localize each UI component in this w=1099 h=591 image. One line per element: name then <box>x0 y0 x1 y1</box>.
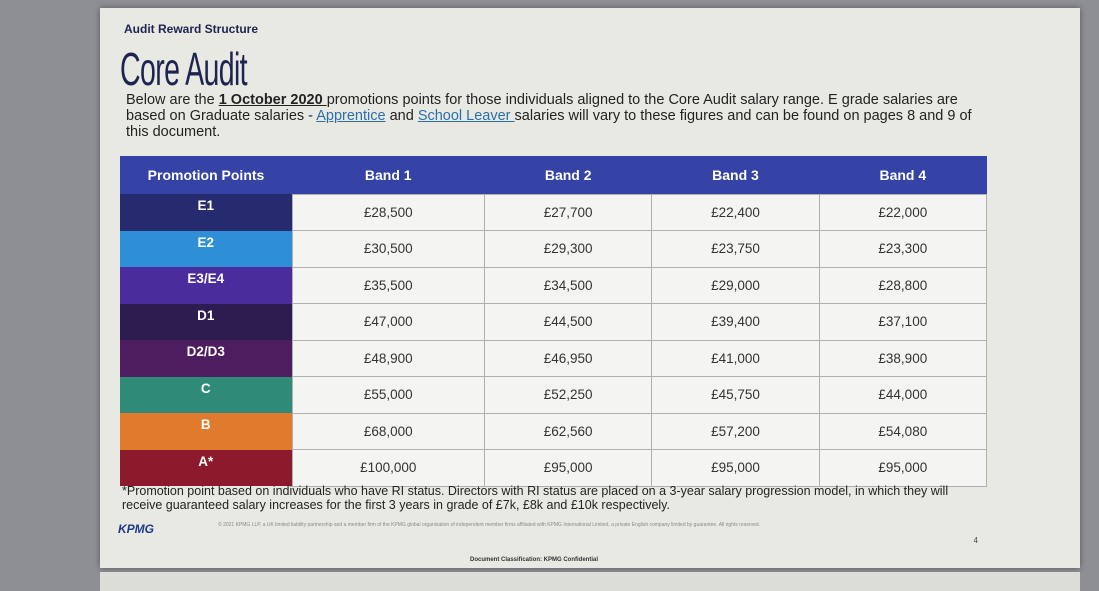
intro-text: promotions points for those individuals … <box>126 92 958 124</box>
salary-cell: £55,000 <box>291 376 486 414</box>
salary-cell: £27,700 <box>484 193 653 231</box>
grade-cell: E1 <box>120 194 292 231</box>
page-number: 4 <box>973 536 978 545</box>
column-header: Band 4 <box>819 156 987 194</box>
intro-date: 1 October 2020 <box>218 92 327 108</box>
intro-text: salaries will vary to these figures and … <box>126 108 972 140</box>
salary-cell: £22,000 <box>818 193 988 231</box>
intro-text: and <box>385 108 418 124</box>
salary-cell: £48,900 <box>291 339 486 377</box>
salary-cell: £95,000 <box>651 449 820 487</box>
grade-cell: E2 <box>120 230 292 267</box>
school-leaver-link[interactable]: School Leaver <box>417 108 515 124</box>
copyright-text: © 2021 KPMG LLP, a UK limited liability … <box>218 522 761 528</box>
salary-cell: £39,400 <box>651 303 820 341</box>
document-classification: Document Classification: KPMG Confidenti… <box>470 557 599 563</box>
salary-cell: £46,950 <box>484 339 653 377</box>
grade-cell: D2/D3 <box>120 340 292 377</box>
salary-cell: £57,200 <box>651 412 820 450</box>
column-header: Band 3 <box>651 156 820 194</box>
table-row: D2/D3 £48,900 £46,950 £41,000 £38,900 <box>120 339 988 377</box>
table-row: E3/E4 £35,500 £34,500 £29,000 £28,800 <box>120 266 988 304</box>
table-row: E1 £28,500 £27,700 £22,400 £22,000 <box>120 193 988 231</box>
column-header: Band 1 <box>292 156 485 194</box>
kpmg-logo: KPMG <box>118 522 154 536</box>
intro-text: Below are the <box>126 92 219 108</box>
document-page: Audit Reward Structure Core Audit Below … <box>100 8 1080 568</box>
table-row: E2 £30,500 £29,300 £23,750 £23,300 <box>120 230 988 268</box>
salary-cell: £52,250 <box>484 376 653 414</box>
salary-table: Promotion Points Band 1 Band 2 Band 3 Band 4… <box>120 156 988 487</box>
grade-cell: C <box>120 376 292 413</box>
salary-cell: £30,500 <box>291 230 486 268</box>
page-title: Core Audit <box>120 43 248 95</box>
salary-cell: £68,000 <box>291 412 486 450</box>
table-row: C £55,000 £52,250 £45,750 £44,000 <box>120 376 988 414</box>
salary-cell: £95,000 <box>484 449 653 487</box>
grade-cell: B <box>120 413 292 450</box>
section-kicker: Audit Reward Structure <box>124 22 259 36</box>
apprentice-link[interactable]: Apprentice <box>316 108 386 124</box>
table-row: D1 £47,000 £44,500 £39,400 £37,100 <box>120 303 988 341</box>
salary-cell: £34,500 <box>484 266 653 304</box>
column-header: Promotion Points <box>120 156 292 194</box>
next-page-edge <box>100 572 1080 591</box>
grade-cell: D1 <box>120 303 292 340</box>
table-row: B £68,000 £62,560 £57,200 £54,080 <box>120 412 988 450</box>
salary-cell: £95,000 <box>818 449 988 487</box>
salary-cell: £29,300 <box>484 230 653 268</box>
intro-paragraph: Below are the 1 October 2020 promotions … <box>126 92 976 140</box>
column-header: Band 2 <box>484 156 652 194</box>
table-header-row: Promotion Points Band 1 Band 2 Band 3 Band 4 <box>120 156 987 194</box>
salary-cell: £28,800 <box>818 266 988 304</box>
grade-cell: A* <box>120 449 292 486</box>
salary-cell: £23,750 <box>651 230 820 268</box>
table-row: A* £100,000 £95,000 £95,000 £95,000 <box>120 449 988 487</box>
salary-cell: £37,100 <box>818 303 988 341</box>
salary-cell: £44,500 <box>484 303 653 341</box>
grade-cell: E3/E4 <box>120 267 292 304</box>
salary-cell: £41,000 <box>651 339 820 377</box>
salary-cell: £22,400 <box>651 193 820 231</box>
salary-cell: £28,500 <box>291 193 486 231</box>
salary-cell: £38,900 <box>818 339 988 377</box>
footnote: *Promotion point based on individuals wh… <box>122 484 949 512</box>
salary-cell: £100,000 <box>291 449 486 487</box>
salary-cell: £29,000 <box>651 266 820 304</box>
salary-cell: £45,750 <box>651 376 820 414</box>
salary-cell: £54,080 <box>818 412 988 450</box>
salary-cell: £44,000 <box>818 376 988 414</box>
salary-cell: £62,560 <box>484 412 653 450</box>
salary-cell: £23,300 <box>818 230 988 268</box>
salary-cell: £47,000 <box>291 303 486 341</box>
salary-cell: £35,500 <box>291 266 486 304</box>
